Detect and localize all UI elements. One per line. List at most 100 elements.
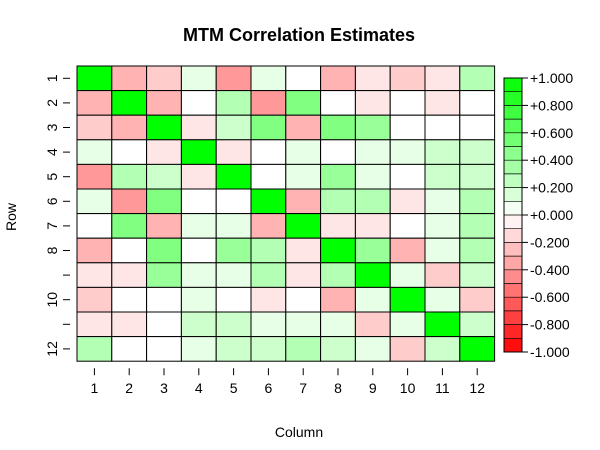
x-tick-label: 11 [435, 380, 450, 396]
heatmap-cell-r1-c11 [424, 65, 461, 92]
heatmap-cell-r12-c9 [354, 336, 391, 362]
heatmap-cell-r1-c2 [111, 65, 148, 92]
heatmap-cell-r3-c4 [180, 114, 217, 141]
heatmap-cell-r5-c2 [111, 163, 148, 190]
heatmap-cell-r12-c3 [146, 336, 182, 362]
heatmap-cell-r1-c7 [285, 65, 322, 92]
y-tick-label: 1 [44, 74, 60, 82]
heatmap-cell-r7-c3 [146, 213, 182, 239]
x-tick-label: 12 [469, 380, 485, 396]
heatmap-cell-r6-c1 [76, 188, 113, 215]
legend-color-step [504, 242, 522, 257]
legend-color-step [504, 310, 522, 325]
heatmap-cell-r8-c8 [320, 237, 356, 264]
heatmap-cell-r10-c7 [285, 286, 322, 313]
heatmap-cell-r2-c5 [215, 90, 252, 116]
heatmap-cell-r7-c4 [180, 213, 217, 239]
heatmap-cell-r3-c8 [320, 114, 356, 141]
heatmap-cell-r9-c10 [389, 262, 426, 288]
heatmap-cell-r5-c9 [354, 163, 391, 190]
heatmap-cell-r9-c12 [459, 262, 496, 288]
heatmap-cell-r5-c1 [76, 163, 113, 190]
legend-tick-label: +0.600 [530, 125, 573, 141]
heatmap-cell-r8-c3 [146, 237, 182, 264]
y-tick-label: 7 [44, 222, 60, 230]
heatmap-cell-r2-c12 [459, 90, 496, 116]
heatmap-cell-r11-c10 [389, 311, 426, 338]
legend-color-step [504, 132, 522, 147]
heatmap-cell-r9-c4 [180, 262, 217, 288]
heatmap-cell-r9-c5 [215, 262, 252, 288]
heatmap-cell-r3-c6 [250, 114, 287, 141]
heatmap-cell-r7-c2 [111, 213, 148, 239]
heatmap-cell-r5-c11 [424, 163, 461, 190]
heatmap-cell-r4-c6 [250, 139, 287, 165]
heatmap-cell-r7-c8 [320, 213, 356, 239]
heatmap-cell-r9-c3 [146, 262, 182, 288]
heatmap-cell-r10-c8 [320, 286, 356, 313]
heatmap-cell-r12-c5 [215, 336, 252, 362]
heatmap-cell-r3-c9 [354, 114, 391, 141]
heatmap-cell-r6-c11 [424, 188, 461, 215]
heatmap-cell-r3-c2 [111, 114, 148, 141]
y-axis-title: Row [3, 202, 19, 231]
heatmap-cell-r4-c3 [146, 139, 182, 165]
legend-color-step [504, 91, 522, 106]
heatmap-cell-r12-c1 [76, 336, 113, 362]
heatmap-cell-r5-c5 [215, 163, 252, 190]
heatmap-cell-r8-c9 [354, 237, 391, 264]
legend-color-step [504, 146, 522, 161]
heatmap-cell-r2-c7 [285, 90, 322, 116]
heatmap-cell-r6-c5 [215, 188, 252, 215]
legend-color-step [504, 283, 522, 298]
heatmap-cell-r3-c11 [424, 114, 461, 141]
heatmap-cell-r8-c12 [459, 237, 496, 264]
heatmap-cell-r11-c6 [250, 311, 287, 338]
heatmap-cell-r6-c12 [459, 188, 496, 215]
heatmap-cell-r5-c12 [459, 163, 496, 190]
y-tick-label: 12 [44, 341, 60, 357]
legend-color-step [504, 119, 522, 133]
y-tick-label: 10 [44, 292, 60, 308]
heatmap-cell-r11-c8 [320, 311, 356, 338]
heatmap-cell-r6-c9 [354, 188, 391, 215]
heatmap-cell-r2-c2 [111, 90, 148, 116]
legend-color-step [504, 338, 522, 352]
legend-tick-label: -1.000 [530, 344, 570, 360]
y-tick-label: 4 [44, 148, 60, 156]
heatmap-cell-r2-c6 [250, 90, 287, 116]
legend-color-step [504, 201, 522, 215]
heatmap-cell-r6-c2 [111, 188, 148, 215]
heatmap-cell-r1-c9 [354, 65, 391, 92]
heatmap-cell-r2-c8 [320, 90, 356, 116]
heatmap-cell-r3-c1 [76, 114, 113, 141]
heatmap-cell-r4-c8 [320, 139, 356, 165]
heatmap-cell-r4-c2 [111, 139, 148, 165]
heatmap-cell-r6-c3 [146, 188, 182, 215]
legend-tick-label: +0.400 [530, 152, 573, 168]
heatmap-cell-r9-c2 [111, 262, 148, 288]
heatmap-cell-r4-c1 [76, 139, 113, 165]
heatmap-cell-r9-c7 [285, 262, 322, 288]
heatmap-cell-r5-c6 [250, 163, 287, 190]
heatmap-cell-r8-c1 [76, 237, 113, 264]
x-tick-label: 6 [265, 380, 273, 396]
heatmap-cell-r6-c7 [285, 188, 322, 215]
heatmap-cell-r11-c12 [459, 311, 496, 338]
heatmap-cell-r4-c11 [424, 139, 461, 165]
legend-tick-label: -0.400 [530, 262, 570, 278]
heatmap-cell-r10-c2 [111, 286, 148, 313]
x-tick-label: 9 [369, 380, 377, 396]
heatmap-cell-r1-c1 [76, 65, 113, 92]
y-tick-label: 6 [44, 197, 60, 205]
y-tick-label: 2 [44, 99, 60, 107]
heatmap-cell-r5-c7 [285, 163, 322, 190]
heatmap-cell-r1-c3 [146, 65, 182, 92]
heatmap-cell-r9-c1 [76, 262, 113, 288]
heatmap-cells [76, 65, 496, 362]
chart-title: MTM Correlation Estimates [183, 25, 415, 45]
legend-color-step [504, 297, 522, 311]
heatmap-cell-r1-c4 [180, 65, 217, 92]
legend-color-step [504, 105, 522, 120]
